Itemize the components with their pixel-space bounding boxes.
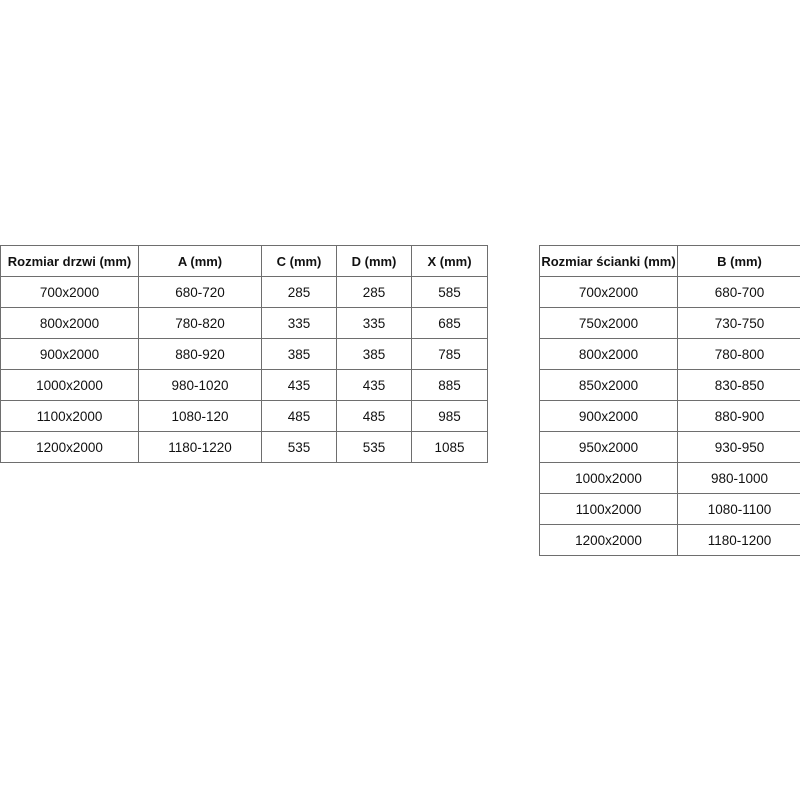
- table-cell: 385: [336, 338, 412, 370]
- column-header: Rozmiar drzwi (mm): [0, 245, 139, 277]
- table-row: 700x2000 680-700: [539, 276, 800, 308]
- table-cell: 700x2000: [539, 276, 678, 308]
- table-cell: 335: [261, 307, 337, 339]
- table-cell: 800x2000: [539, 338, 678, 370]
- table-cell: 1085: [411, 431, 488, 463]
- table-cell: 285: [336, 276, 412, 308]
- table-cell: 800x2000: [0, 307, 139, 339]
- table-row: 1000x2000 980-1000: [539, 462, 800, 494]
- table-cell: 885: [411, 369, 488, 401]
- table-cell: 335: [336, 307, 412, 339]
- column-header: Rozmiar ścianki (mm): [539, 245, 678, 277]
- table-cell: 785: [411, 338, 488, 370]
- table-cell: 535: [261, 431, 337, 463]
- table-cell: 685: [411, 307, 488, 339]
- table-cell: 585: [411, 276, 488, 308]
- table-cell: 900x2000: [539, 400, 678, 432]
- table-row: 1200x2000 1180-1200: [539, 524, 800, 556]
- table-row: 700x2000 680-720 285 285 585: [0, 276, 488, 308]
- table-cell: 1000x2000: [0, 369, 139, 401]
- table-cell: 950x2000: [539, 431, 678, 463]
- table-row: 1000x2000 980-1020 435 435 885: [0, 369, 488, 401]
- table-cell: 385: [261, 338, 337, 370]
- table-cell: 1100x2000: [0, 400, 139, 432]
- table-cell: 980-1020: [138, 369, 262, 401]
- table-cell: 285: [261, 276, 337, 308]
- table-cell: 435: [336, 369, 412, 401]
- table-row: 900x2000 880-920 385 385 785: [0, 338, 488, 370]
- table-cell: 680-700: [677, 276, 800, 308]
- table-row: 850x2000 830-850: [539, 369, 800, 401]
- table-cell: 830-850: [677, 369, 800, 401]
- header-row: Rozmiar ścianki (mm) B (mm): [539, 245, 800, 277]
- column-header: D (mm): [336, 245, 412, 277]
- table-cell: 1080-120: [138, 400, 262, 432]
- table-cell: 980-1000: [677, 462, 800, 494]
- table-cell: 1000x2000: [539, 462, 678, 494]
- table-cell: 485: [336, 400, 412, 432]
- column-header: X (mm): [411, 245, 488, 277]
- table-cell: 850x2000: [539, 369, 678, 401]
- table-cell: 985: [411, 400, 488, 432]
- table-row: 800x2000 780-820 335 335 685: [0, 307, 488, 339]
- table-cell: 700x2000: [0, 276, 139, 308]
- table-row: 1100x2000 1080-1100: [539, 493, 800, 525]
- column-header: A (mm): [138, 245, 262, 277]
- table-cell: 750x2000: [539, 307, 678, 339]
- table-cell: 930-950: [677, 431, 800, 463]
- table-cell: 780-820: [138, 307, 262, 339]
- table-cell: 485: [261, 400, 337, 432]
- table-cell: 435: [261, 369, 337, 401]
- header-row: Rozmiar drzwi (mm) A (mm) C (mm) D (mm) X (m…: [0, 245, 488, 277]
- column-header: C (mm): [261, 245, 337, 277]
- table-cell: 680-720: [138, 276, 262, 308]
- wall-size-table: Rozmiar ścianki (mm) B (mm) 700x2000 680-7…: [539, 245, 800, 556]
- table-cell: 1180-1200: [677, 524, 800, 556]
- table-cell: 1200x2000: [0, 431, 139, 463]
- table-row: 750x2000 730-750: [539, 307, 800, 339]
- table-cell: 730-750: [677, 307, 800, 339]
- table-cell: 780-800: [677, 338, 800, 370]
- table-cell: 1100x2000: [539, 493, 678, 525]
- door-size-table: Rozmiar drzwi (mm) A (mm) C (mm) D (mm) X (m…: [0, 245, 488, 463]
- column-header: B (mm): [677, 245, 800, 277]
- table-row: 950x2000 930-950: [539, 431, 800, 463]
- table-cell: 535: [336, 431, 412, 463]
- table-cell: 880-920: [138, 338, 262, 370]
- table-row: 1100x2000 1080-120 485 485 985: [0, 400, 488, 432]
- table-cell: 1180-1220: [138, 431, 262, 463]
- table-cell: 880-900: [677, 400, 800, 432]
- table-row: 800x2000 780-800: [539, 338, 800, 370]
- table-cell: 1080-1100: [677, 493, 800, 525]
- table-cell: 900x2000: [0, 338, 139, 370]
- table-cell: 1200x2000: [539, 524, 678, 556]
- table-row: 900x2000 880-900: [539, 400, 800, 432]
- table-row: 1200x2000 1180-1220 535 535 1085: [0, 431, 488, 463]
